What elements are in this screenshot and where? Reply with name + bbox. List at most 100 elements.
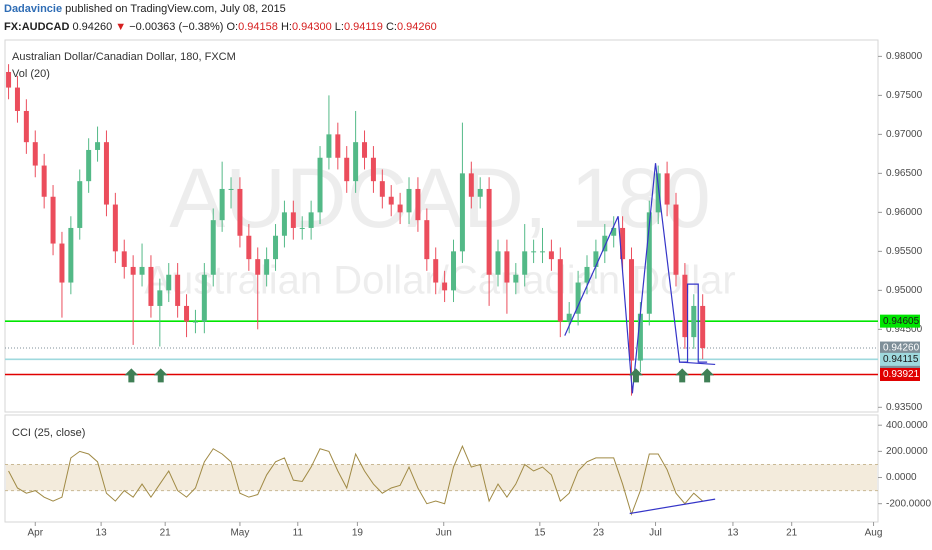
arrow-marker bbox=[700, 368, 715, 383]
quote-value: 0.94260 bbox=[397, 21, 437, 33]
x-tick-label: 23 bbox=[593, 528, 605, 539]
pane-title: Australian Dollar/Canadian Dollar, 180, … bbox=[12, 51, 236, 63]
candle-body bbox=[451, 251, 457, 291]
candle-body bbox=[628, 259, 634, 361]
publish-line: Dadavincie published on TradingView.com,… bbox=[4, 3, 286, 15]
trend-drawing bbox=[679, 361, 716, 366]
quote-label: O: bbox=[226, 21, 238, 33]
candle-body bbox=[397, 204, 403, 213]
candle-body bbox=[290, 212, 296, 228]
x-tick-label: 15 bbox=[534, 528, 546, 539]
candle-body bbox=[264, 259, 270, 275]
candle-body bbox=[299, 227, 305, 229]
candle-body bbox=[486, 188, 492, 275]
cci-tick-label: -200.0000 bbox=[886, 498, 931, 509]
quote-line: FX:AUDCAD 0.94260 ▼ −0.00363 (−0.38%) O:… bbox=[4, 21, 437, 33]
candle-body bbox=[32, 142, 38, 166]
candle-body bbox=[192, 321, 198, 323]
y-tick-label: 0.97500 bbox=[886, 90, 923, 101]
change-arrow: ▼ bbox=[115, 21, 126, 33]
x-tick-label: Apr bbox=[27, 528, 43, 539]
candle-body bbox=[344, 157, 350, 182]
candle-body bbox=[273, 235, 279, 260]
candle-body bbox=[23, 110, 29, 143]
author[interactable]: Dadavincie bbox=[4, 3, 62, 15]
cci-title: CCI (25, close) bbox=[12, 427, 85, 439]
candle-body bbox=[353, 142, 359, 182]
watermark: AUDCAD, 180 bbox=[169, 151, 711, 245]
candle-body bbox=[557, 259, 563, 322]
x-tick-label: Jul bbox=[649, 528, 662, 539]
pane-subtitle: Vol (20) bbox=[12, 68, 50, 80]
candle-body bbox=[95, 142, 101, 150]
x-tick-label: 19 bbox=[352, 528, 364, 539]
candle-body bbox=[317, 157, 323, 213]
candle-body bbox=[406, 188, 412, 213]
candle-body bbox=[602, 235, 608, 252]
watermark-name: Australian Dollar/Canadian Dollar bbox=[144, 259, 735, 303]
candle-body bbox=[228, 188, 234, 190]
candle-body bbox=[646, 212, 652, 314]
candle-body bbox=[59, 243, 65, 283]
candle-body bbox=[442, 282, 448, 291]
candle-body bbox=[112, 204, 118, 252]
candle-body bbox=[548, 251, 554, 260]
candle-body bbox=[68, 227, 74, 283]
candle-body bbox=[237, 188, 243, 236]
x-tick-label: Aug bbox=[865, 528, 883, 539]
candle-body bbox=[148, 266, 154, 306]
candle-body bbox=[326, 134, 332, 158]
candle-body bbox=[130, 266, 136, 275]
y-tick-label: 0.95500 bbox=[886, 246, 923, 257]
cci-trendline bbox=[629, 498, 716, 515]
candle-body bbox=[540, 251, 546, 253]
last-price: 0.94260 bbox=[72, 21, 112, 33]
quote-value: 0.94300 bbox=[292, 21, 332, 33]
candle-body bbox=[14, 87, 20, 111]
candle-body bbox=[691, 305, 697, 338]
candle-body bbox=[495, 251, 501, 275]
candle-body bbox=[103, 142, 109, 205]
level-label: 0.94605 bbox=[883, 316, 920, 327]
candle-body bbox=[50, 196, 56, 244]
candle-body bbox=[424, 220, 430, 260]
candle-body bbox=[246, 235, 252, 260]
candle-body bbox=[335, 134, 341, 158]
y-tick-label: 0.94500 bbox=[886, 324, 923, 335]
price-pane bbox=[4, 39, 879, 413]
candle-body bbox=[477, 188, 483, 197]
x-tick-label: Jun bbox=[436, 528, 452, 539]
candle-body bbox=[370, 157, 376, 182]
candle-body bbox=[620, 227, 626, 260]
candle-body bbox=[6, 71, 12, 88]
candle-body bbox=[513, 274, 519, 283]
arrow-marker bbox=[124, 368, 139, 383]
candle-body bbox=[459, 173, 465, 252]
y-tick-label: 0.95000 bbox=[886, 285, 923, 296]
candle-body bbox=[637, 313, 643, 361]
candle-body bbox=[664, 173, 670, 205]
y-tick-label: 0.96500 bbox=[886, 168, 923, 179]
level-label-box bbox=[880, 352, 920, 366]
candle-body bbox=[175, 274, 181, 306]
level-label: 0.94260 bbox=[883, 343, 920, 354]
y-tick-label: 0.98000 bbox=[886, 51, 923, 62]
candle-body bbox=[611, 227, 617, 236]
y-tick-label: 0.96000 bbox=[886, 207, 923, 218]
level-label-box bbox=[880, 341, 920, 355]
cci-tick-label: 400.0000 bbox=[886, 420, 928, 431]
candle-body bbox=[433, 259, 439, 283]
arrow-marker bbox=[628, 368, 643, 383]
x-tick-label: 11 bbox=[293, 528, 304, 539]
candle-body bbox=[139, 266, 145, 275]
y-tick-label: 0.93500 bbox=[886, 402, 923, 413]
candle-body bbox=[255, 259, 261, 275]
candle-body bbox=[219, 188, 225, 221]
level-label: 0.94115 bbox=[883, 354, 919, 365]
candle-body bbox=[468, 173, 474, 197]
candle-body bbox=[700, 305, 706, 349]
level-label-box bbox=[880, 314, 920, 328]
quote-value: 0.94158 bbox=[238, 21, 278, 33]
quote-label: L: bbox=[335, 21, 344, 33]
